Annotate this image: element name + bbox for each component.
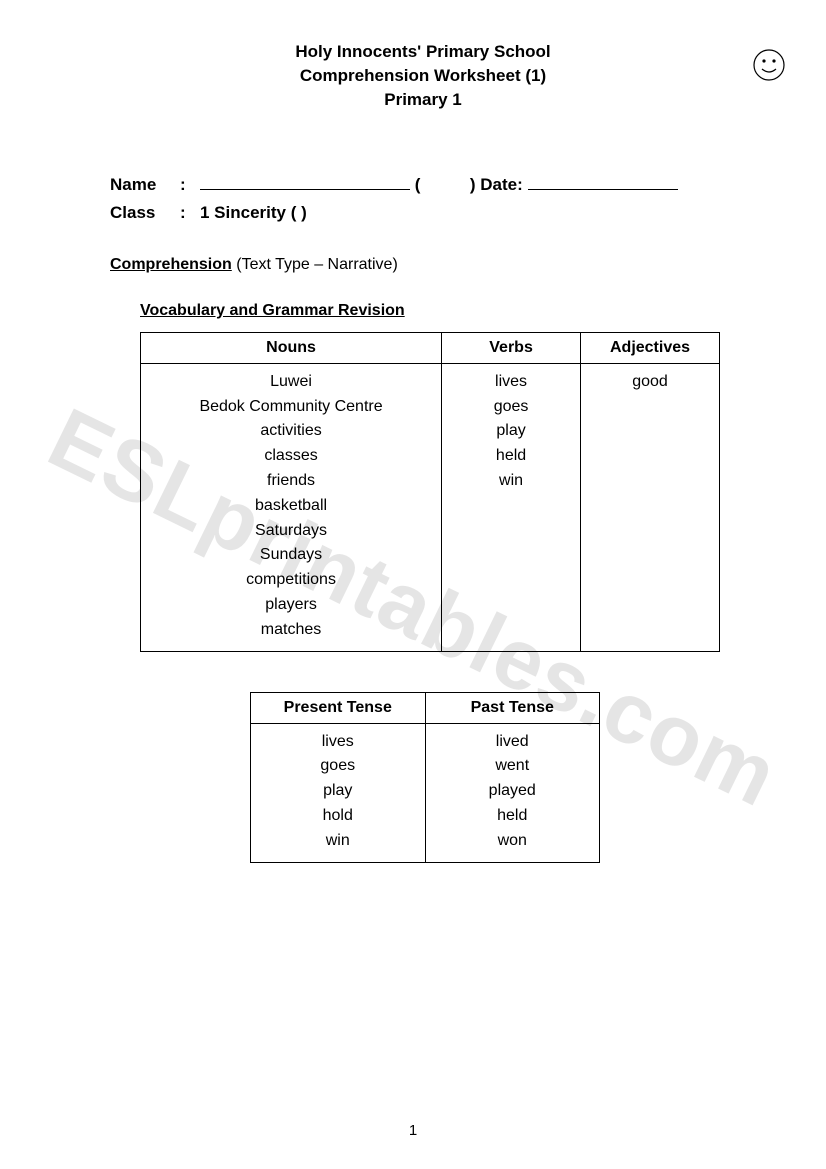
list-item: lives — [450, 370, 572, 395]
list-item: Saturdays — [149, 519, 433, 544]
list-item: hold — [259, 804, 417, 829]
list-item: play — [450, 419, 572, 444]
list-item: goes — [259, 754, 417, 779]
vocab-table: Nouns Verbs Adjectives LuweiBedok Commun… — [140, 332, 720, 652]
list-item: friends — [149, 469, 433, 494]
vocab-body-row: LuweiBedok Community Centreactivitiescla… — [141, 363, 720, 651]
tense-header-row: Present Tense Past Tense — [251, 692, 600, 723]
present-cell: livesgoesplayholdwin — [251, 723, 426, 862]
list-item: basketball — [149, 494, 433, 519]
list-item: activities — [149, 419, 433, 444]
tense-table: Present Tense Past Tense livesgoesplayho… — [250, 692, 600, 863]
header-line-3: Primary 1 — [110, 88, 736, 112]
vocab-grammar-title: Vocabulary and Grammar Revision — [140, 302, 736, 320]
student-info: Name : ( ) Date: Class : 1 Sincerity ( ) — [110, 171, 736, 225]
name-line: Name : ( ) Date: — [110, 171, 736, 198]
list-item: win — [259, 829, 417, 854]
name-field-area: ( ) Date: — [200, 171, 678, 198]
comprehension-subtitle: (Text Type – Narrative) — [232, 256, 398, 273]
col-header-nouns: Nouns — [141, 332, 442, 363]
list-item: classes — [149, 444, 433, 469]
class-line: Class : 1 Sincerity ( ) — [110, 199, 736, 226]
col-header-present: Present Tense — [251, 692, 426, 723]
list-item: held — [450, 444, 572, 469]
list-item: Sundays — [149, 543, 433, 568]
nouns-list: LuweiBedok Community Centreactivitiescla… — [149, 370, 433, 643]
paren-open: ( — [415, 175, 421, 194]
col-header-past: Past Tense — [425, 692, 600, 723]
adjectives-cell: good — [581, 363, 720, 651]
list-item: went — [434, 754, 592, 779]
adjectives-list: good — [589, 370, 711, 395]
col-header-adjectives: Adjectives — [581, 332, 720, 363]
list-item: lives — [259, 730, 417, 755]
paren-close: ) — [470, 175, 480, 194]
header-line-2: Comprehension Worksheet (1) — [110, 64, 736, 88]
list-item: Luwei — [149, 370, 433, 395]
date-blank[interactable] — [528, 172, 678, 191]
list-item: goes — [450, 395, 572, 420]
class-label: Class — [110, 199, 180, 226]
page-number: 1 — [0, 1122, 826, 1139]
class-value: 1 Sincerity ( ) — [200, 199, 307, 226]
list-item: matches — [149, 618, 433, 643]
name-blank[interactable] — [200, 172, 410, 191]
verbs-cell: livesgoesplayheldwin — [442, 363, 581, 651]
comprehension-heading: Comprehension (Text Type – Narrative) — [110, 256, 736, 274]
colon: : — [180, 199, 200, 226]
worksheet-page: Holy Innocents' Primary School Comprehen… — [0, 0, 826, 1169]
list-item: won — [434, 829, 592, 854]
smiley-icon — [752, 48, 786, 89]
list-item: lived — [434, 730, 592, 755]
vocab-header-row: Nouns Verbs Adjectives — [141, 332, 720, 363]
list-item: competitions — [149, 568, 433, 593]
list-item: good — [589, 370, 711, 395]
list-item: played — [434, 779, 592, 804]
colon: : — [180, 171, 200, 198]
list-item: win — [450, 469, 572, 494]
list-item: players — [149, 593, 433, 618]
header-line-1: Holy Innocents' Primary School — [110, 40, 736, 64]
past-cell: livedwentplayedheldwon — [425, 723, 600, 862]
col-header-verbs: Verbs — [442, 332, 581, 363]
tense-body-row: livesgoesplayholdwin livedwentplayedheld… — [251, 723, 600, 862]
page-header: Holy Innocents' Primary School Comprehen… — [110, 40, 736, 111]
list-item: Bedok Community Centre — [149, 395, 433, 420]
list-item: held — [434, 804, 592, 829]
nouns-cell: LuweiBedok Community Centreactivitiescla… — [141, 363, 442, 651]
date-label: Date: — [480, 175, 523, 194]
list-item: play — [259, 779, 417, 804]
name-label: Name — [110, 171, 180, 198]
present-list: livesgoesplayholdwin — [259, 730, 417, 854]
past-list: livedwentplayedheldwon — [434, 730, 592, 854]
verbs-list: livesgoesplayheldwin — [450, 370, 572, 494]
comprehension-title: Comprehension — [110, 256, 232, 273]
